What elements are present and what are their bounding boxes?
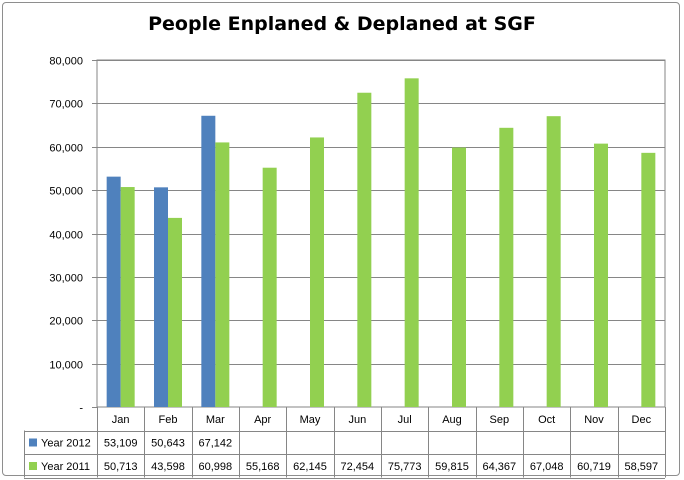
data-label: 43,598 <box>151 461 185 473</box>
bar-year-2011 <box>215 142 230 407</box>
bar-year-2011 <box>310 137 324 408</box>
y-tick-label: 40,000 <box>49 230 83 242</box>
legend-label: Year 2012 <box>41 438 91 450</box>
bar-year-2011 <box>594 143 608 407</box>
x-tick-label: Jan <box>112 414 130 426</box>
chart-title: People Enplaned & Deplaned at SGF <box>148 13 536 35</box>
data-label: 62,145 <box>293 461 327 473</box>
x-tick-label: Mar <box>206 414 225 426</box>
x-tick-label: Sep <box>490 414 510 426</box>
data-label: 75,773 <box>388 461 422 473</box>
data-label: 50,713 <box>104 461 138 473</box>
y-tick-label: 50,000 <box>49 186 83 198</box>
y-tick-label: 60,000 <box>49 143 83 155</box>
data-label: 67,048 <box>530 461 564 473</box>
y-tick-label: - <box>79 403 83 415</box>
y-tick-label: 10,000 <box>49 360 83 372</box>
bar-year-2011 <box>262 167 277 407</box>
legend-swatch <box>29 438 37 447</box>
data-label: 67,142 <box>199 438 233 450</box>
y-tick-label: 70,000 <box>49 99 83 111</box>
x-tick-label: Nov <box>584 414 604 426</box>
bar-year-2011 <box>499 127 514 407</box>
bar-year-2011 <box>168 217 182 407</box>
data-label: 50,643 <box>151 438 185 450</box>
legend-swatch <box>29 462 37 470</box>
data-label: 53,109 <box>104 438 138 450</box>
bar-year-2012 <box>201 115 216 407</box>
data-label: 72,454 <box>341 461 375 473</box>
x-tick-label: Apr <box>254 414 271 426</box>
bar-year-2011 <box>404 78 419 408</box>
plot-area <box>96 59 666 408</box>
x-tick-label: May <box>300 414 321 426</box>
bar-year-2011 <box>641 152 656 407</box>
bar-year-2011 <box>452 147 466 408</box>
data-label: 64,367 <box>483 461 517 473</box>
bar-year-2011 <box>546 116 561 408</box>
data-label: 59,815 <box>435 461 469 473</box>
y-tick-label: 80,000 <box>49 56 83 68</box>
x-tick-label: Jul <box>398 414 412 426</box>
x-tick-label: Feb <box>159 414 178 426</box>
legend-label: Year 2011 <box>41 461 90 473</box>
y-tick-label: 30,000 <box>49 273 83 285</box>
data-label: 60,998 <box>199 461 233 473</box>
bar-year-2012 <box>106 176 121 407</box>
x-tick-label: Jun <box>348 414 366 426</box>
x-tick-label: Dec <box>632 414 652 426</box>
x-tick-label: Aug <box>442 414 462 426</box>
data-label: 55,168 <box>246 461 280 473</box>
x-tick-label: Oct <box>538 414 555 426</box>
data-label: 60,719 <box>577 461 611 473</box>
bar-year-2012 <box>154 187 168 407</box>
bar-year-2011 <box>120 187 135 407</box>
y-tick-label: 20,000 <box>49 316 83 328</box>
data-label: 58,597 <box>625 461 659 473</box>
bar-year-2011 <box>357 92 372 407</box>
